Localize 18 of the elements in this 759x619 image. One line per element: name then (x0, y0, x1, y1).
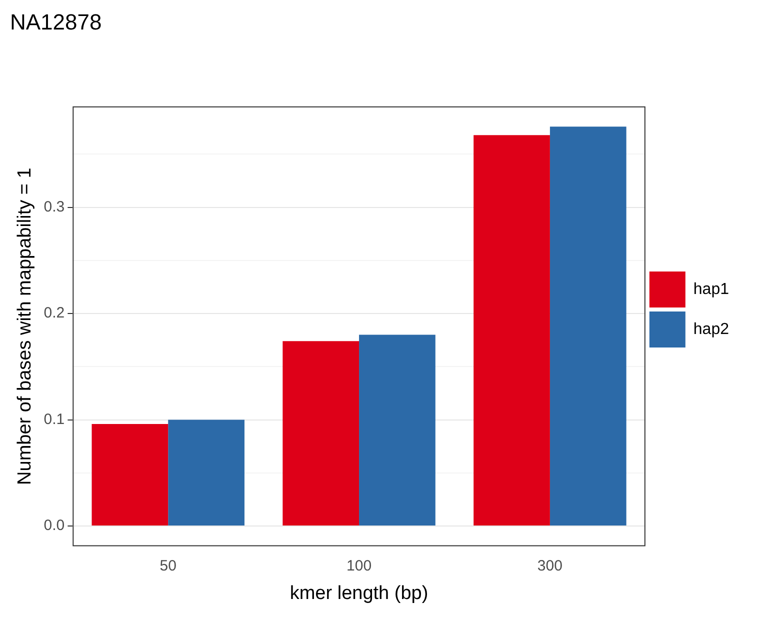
legend-label: hap1 (693, 280, 730, 298)
bar (282, 341, 360, 526)
bar (168, 420, 244, 526)
y-tick-label: 0.2 (44, 304, 65, 322)
x-tick-label: 100 (346, 557, 372, 574)
y-tick-label: 0.3 (44, 198, 65, 216)
chart-title: NA12878 (10, 9, 102, 34)
bar (550, 126, 626, 526)
bar (92, 424, 168, 526)
y-tick-label: 0.0 (44, 517, 65, 534)
x-tick-label: 300 (537, 557, 562, 574)
y-tick-label: 0.1 (44, 410, 65, 428)
bar (474, 135, 550, 526)
x-tick-label: 50 (160, 557, 176, 574)
y-axis-title: Number of bases with mappability = 1 (14, 168, 36, 485)
bar (359, 334, 436, 526)
legend-label: hap2 (693, 320, 730, 338)
x-axis-title: kmer length (bp) (290, 582, 428, 604)
